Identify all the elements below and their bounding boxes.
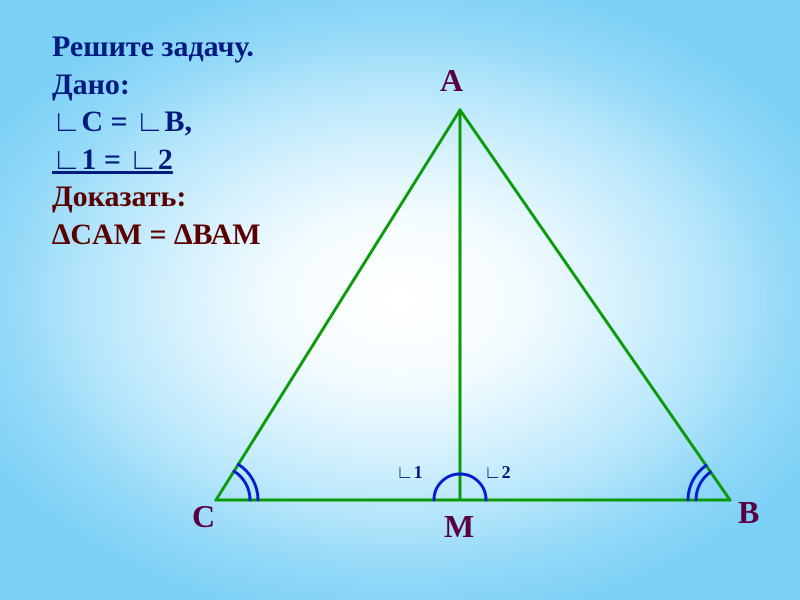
vertex-label-b: В — [738, 494, 759, 531]
vertex-label-a: А — [440, 62, 463, 99]
vertex-label-m: М — [444, 508, 474, 545]
problem-text: Решите задачу. Дано: ∟С = ∟В, ∟1 = ∟2 До… — [52, 28, 261, 253]
given-label: Дано: — [52, 66, 261, 104]
angle-2-label: ∟2 — [484, 462, 511, 483]
prove-label: Доказать: — [52, 178, 261, 216]
angle-1-label: ∟1 — [396, 462, 423, 483]
prove-line: ∆CАМ = ∆ВАМ — [52, 216, 261, 254]
slide: Решите задачу. Дано: ∟С = ∟В, ∟1 = ∟2 До… — [0, 0, 800, 600]
vertex-label-c: С — [192, 498, 215, 535]
given-line-2: ∟1 = ∟2 — [52, 141, 261, 179]
title-line: Решите задачу. — [52, 28, 261, 66]
given-line-1: ∟С = ∟В, — [52, 103, 261, 141]
